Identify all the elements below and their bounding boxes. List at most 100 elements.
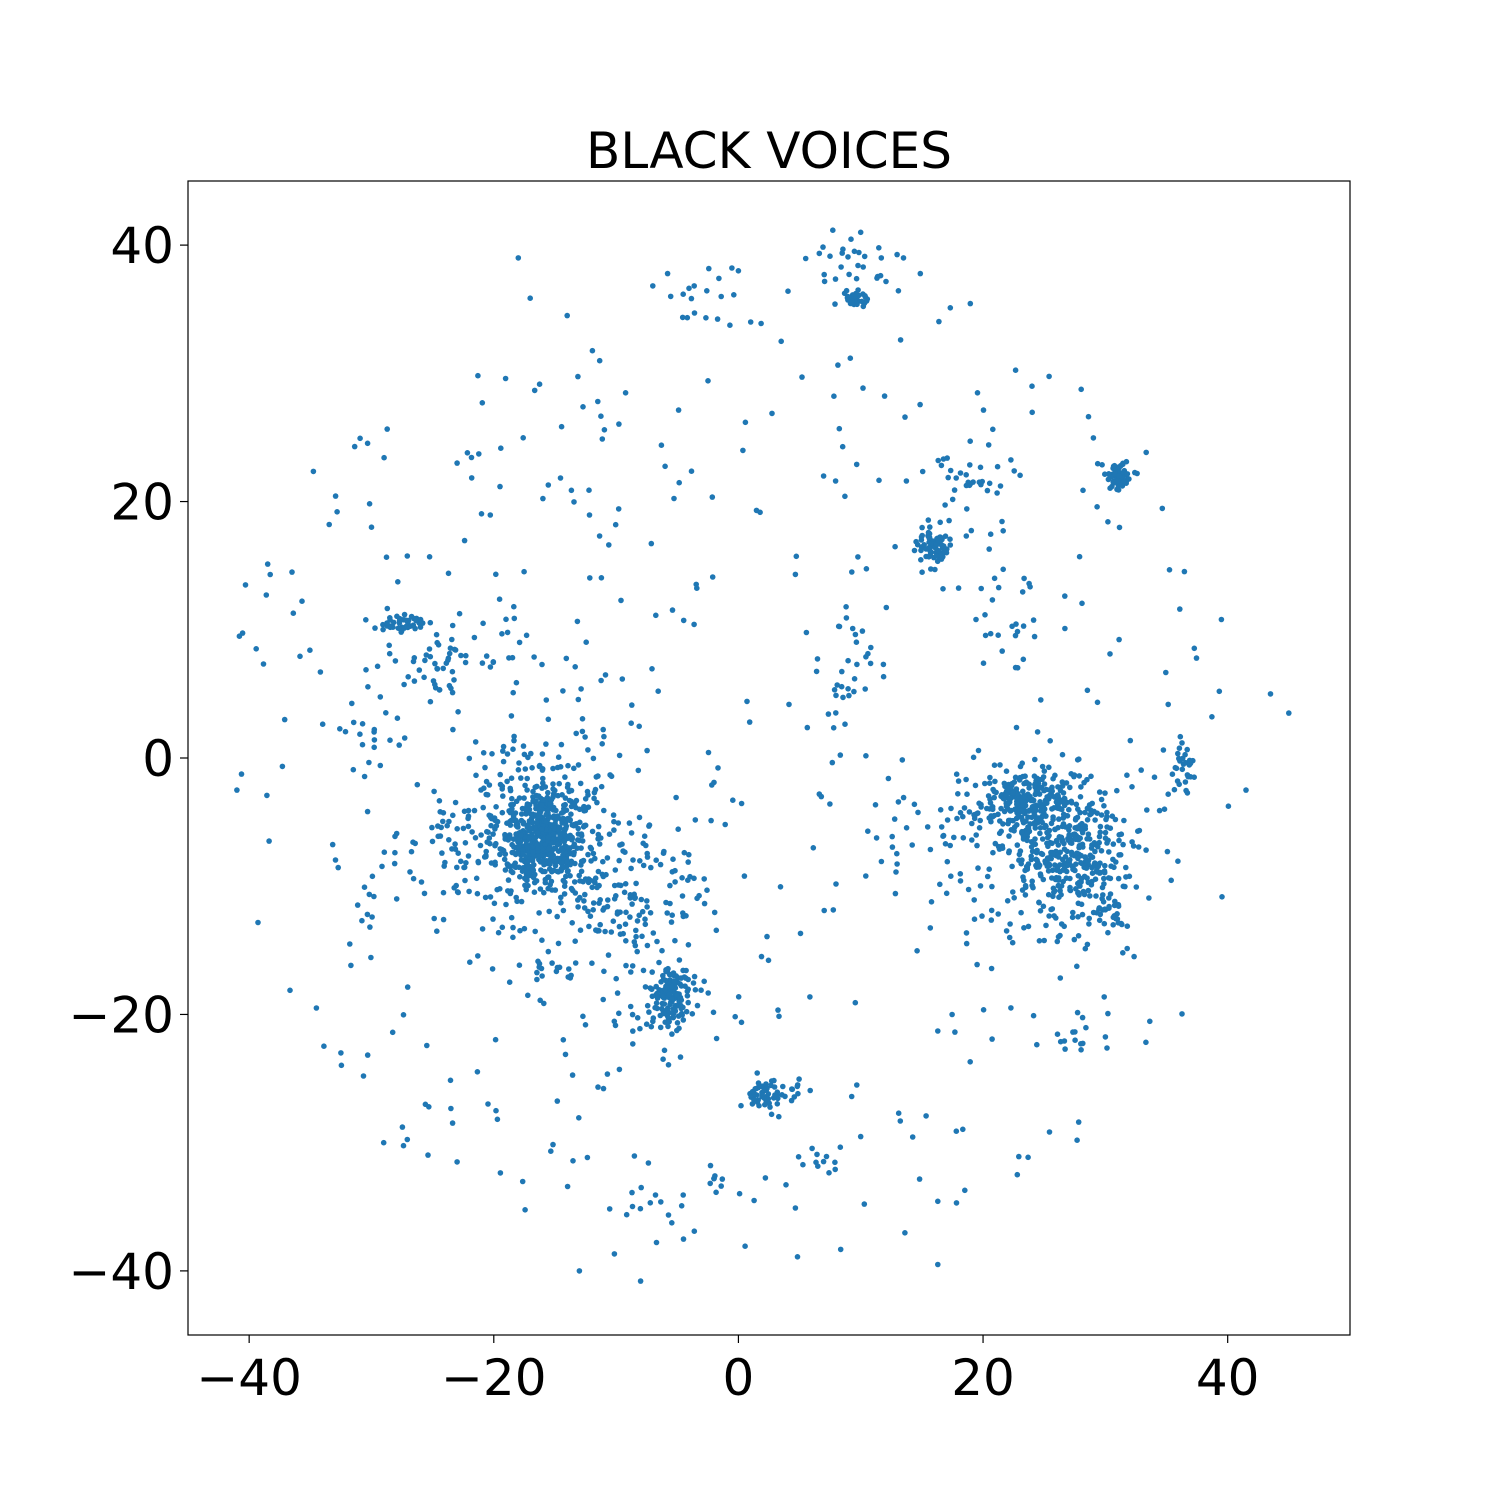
scatter-point [504, 629, 511, 636]
scatter-point [623, 909, 629, 916]
scatter-point [813, 668, 820, 675]
scatter-point [595, 1084, 601, 1090]
scatter-point [359, 741, 366, 748]
x-tick-label: −20 [441, 1349, 547, 1407]
scatter-point [650, 283, 656, 289]
scatter-point [606, 831, 613, 837]
scatter-point [554, 868, 561, 875]
scatter-point [421, 890, 428, 897]
scatter-point [236, 633, 243, 639]
scatter-point [1046, 832, 1052, 839]
scatter-point [1048, 855, 1054, 862]
scatter-point [840, 694, 846, 701]
scatter-point [1102, 862, 1108, 869]
scatter-point [1015, 790, 1021, 797]
scatter-point [351, 443, 358, 450]
scatter-point [685, 999, 691, 1006]
scatter-point [596, 900, 602, 906]
scatter-point [1176, 781, 1182, 788]
scatter-point [1225, 803, 1232, 809]
scatter-point [445, 570, 452, 577]
scatter-point [971, 897, 977, 903]
scatter-point [1047, 839, 1053, 846]
scatter-point [878, 255, 885, 261]
scatter-point [354, 902, 361, 908]
scatter-point [685, 859, 691, 865]
scatter-point [991, 812, 998, 819]
scatter-point [843, 604, 849, 610]
scatter-point [705, 749, 712, 756]
scatter-point [499, 631, 505, 637]
scatter-point [1040, 903, 1047, 910]
scatter-point [636, 912, 642, 919]
scatter-point [503, 901, 509, 908]
scatter-point [571, 822, 577, 829]
scatter-point [549, 960, 555, 966]
scatter-point [436, 687, 443, 693]
scatter-point [450, 726, 456, 733]
scatter-point [974, 390, 981, 396]
scatter-point [948, 873, 954, 879]
scatter-point [590, 755, 597, 762]
scatter-point [944, 817, 951, 823]
scatter-point [646, 822, 653, 828]
scatter-point [701, 900, 708, 907]
scatter-point [1031, 773, 1038, 779]
scatter-point [403, 617, 410, 624]
scatter-point [613, 975, 619, 982]
scatter-point [848, 236, 854, 242]
scatter-point [1018, 860, 1024, 867]
scatter-point [666, 991, 673, 998]
scatter-point [986, 866, 992, 872]
scatter-point [986, 780, 993, 786]
scatter-point [903, 825, 910, 831]
scatter-point [704, 288, 710, 294]
scatter-point [504, 820, 510, 826]
scatter-point [799, 374, 805, 380]
scatter-point [658, 442, 665, 449]
scatter-point [554, 1098, 561, 1104]
scatter-point [735, 268, 742, 274]
scatter-point [504, 751, 511, 757]
scatter-point [453, 882, 460, 889]
scatter-point [549, 887, 555, 893]
scatter-point [1081, 779, 1087, 786]
scatter-point [953, 1200, 960, 1206]
scatter-point [838, 264, 844, 270]
scatter-point [644, 904, 650, 910]
scatter-point [894, 251, 900, 258]
scatter-point [568, 487, 575, 494]
scatter-point [969, 820, 975, 827]
scatter-point [404, 553, 411, 559]
scatter-point [1111, 462, 1118, 469]
scatter-point [652, 1004, 658, 1011]
scatter-point [556, 780, 562, 787]
scatter-point [427, 698, 434, 705]
scatter-point [1020, 874, 1026, 880]
scatter-point [496, 596, 503, 602]
scatter-point [853, 275, 860, 282]
scatter-point [539, 868, 546, 875]
scatter-point [999, 845, 1006, 851]
scatter-point [501, 856, 508, 863]
scatter-point [634, 1015, 641, 1021]
scatter-point [1110, 841, 1117, 847]
scatter-point [1096, 917, 1103, 924]
scatter-point [585, 908, 591, 915]
scatter-point [692, 987, 699, 993]
scatter-point [558, 423, 565, 430]
scatter-point [555, 754, 562, 760]
scatter-point [990, 849, 996, 856]
scatter-point [881, 393, 888, 399]
scatter-point [1077, 809, 1083, 816]
scatter-point [1009, 780, 1015, 787]
scatter-point [1116, 473, 1122, 479]
scatter-point [628, 969, 634, 975]
scatter-point [975, 747, 982, 754]
scatter-point [876, 245, 882, 251]
scatter-point [986, 815, 992, 821]
scatter-point [701, 978, 707, 985]
scatter-point [673, 973, 679, 979]
scatter-point [1019, 589, 1026, 595]
scatter-point [550, 807, 557, 813]
